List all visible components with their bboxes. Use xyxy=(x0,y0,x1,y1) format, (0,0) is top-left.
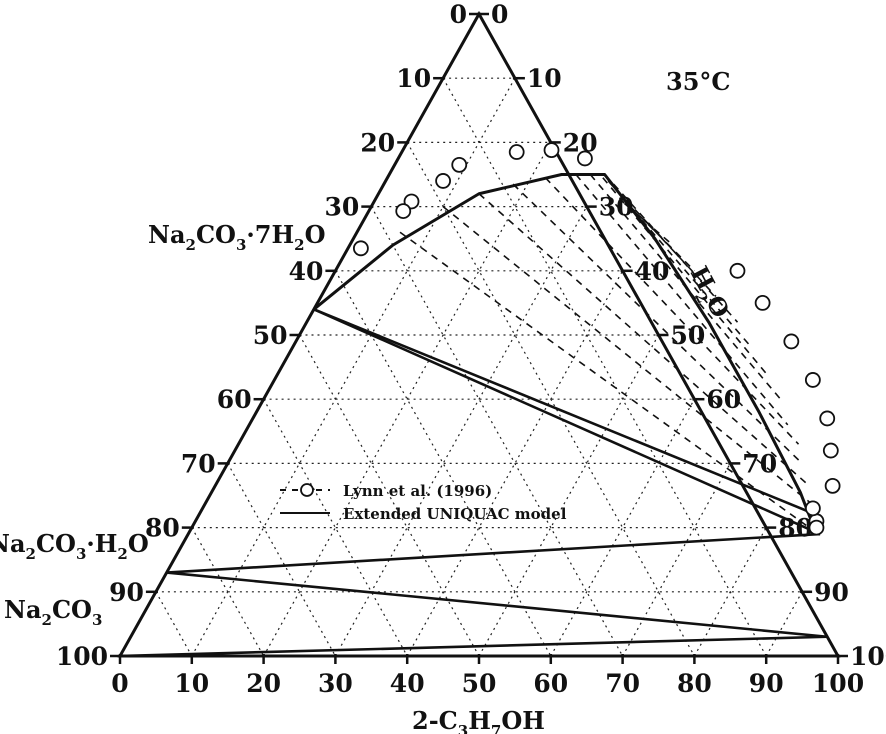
dashed-tie-line xyxy=(512,183,803,464)
legend-circle-marker xyxy=(300,483,314,497)
bottom-tick-label: 90 xyxy=(749,669,784,698)
grid-line-salt xyxy=(370,206,624,657)
left-tick-label: 10 xyxy=(396,64,431,93)
uniquac-model-curve xyxy=(312,173,821,536)
phase-label-heptahydrate: Na2CO3·7H2O xyxy=(148,220,325,254)
dashed-tie-line xyxy=(623,202,674,246)
right-tick-label: 30 xyxy=(599,193,634,222)
lynn-data-point xyxy=(543,142,560,159)
lynn-data-point xyxy=(395,203,412,219)
right-tick-label: 10 xyxy=(527,64,562,93)
dashed-tie-line xyxy=(442,205,810,503)
solid-tie-line xyxy=(119,635,828,658)
grid-line-iso xyxy=(334,206,588,657)
temperature-label: 35°C xyxy=(666,67,731,96)
grid-line-salt xyxy=(191,527,265,657)
grid-line-salt xyxy=(155,591,193,657)
dashed-tie-line xyxy=(607,180,753,349)
right-tick-label: 60 xyxy=(706,385,741,414)
right-tick-label: 40 xyxy=(635,257,670,286)
lynn-data-point xyxy=(451,156,468,173)
right-tick-label: 100 xyxy=(850,642,886,671)
left-tick-label: 50 xyxy=(253,321,288,350)
solid-tie-line xyxy=(166,532,821,574)
bottom-tick-label: 10 xyxy=(174,669,209,698)
solid-tie-line xyxy=(313,308,821,536)
right-tick-label: 80 xyxy=(778,514,813,543)
solid-tie-line xyxy=(313,308,817,516)
grid-line-iso xyxy=(622,463,731,657)
lynn-data-point xyxy=(804,372,821,388)
grid-line-iso xyxy=(765,591,803,657)
lynn-data-point xyxy=(754,294,771,311)
left-tick-label: 90 xyxy=(109,578,144,607)
dashed-tie-line xyxy=(616,190,717,298)
right-tick-label: 0 xyxy=(491,0,508,29)
bottom-tick-label: 20 xyxy=(246,669,281,698)
grid-line-salt xyxy=(406,142,695,657)
grid-line-salt xyxy=(442,77,767,657)
ternary-grid xyxy=(155,77,803,657)
lynn-data-point xyxy=(508,144,525,160)
left-tick-label: 70 xyxy=(181,449,216,478)
lynn-data-point xyxy=(808,519,825,536)
left-tick-label: 100 xyxy=(56,642,108,671)
grid-line-salt xyxy=(298,334,480,657)
bottom-tick-label: 0 xyxy=(111,669,128,698)
left-tick-label: 20 xyxy=(360,128,395,157)
bottom-axis-title: 2-C3H7OH xyxy=(412,706,545,734)
grid-line-iso xyxy=(263,142,552,657)
right-tick-label: 70 xyxy=(742,449,777,478)
dashed-tie-line xyxy=(613,183,739,323)
lynn-data-point xyxy=(783,333,800,350)
lynn-data-point xyxy=(435,173,452,189)
left-tick-label: 60 xyxy=(217,385,252,414)
lynn-data-point xyxy=(819,410,836,427)
phase-label-monohydrate: Na2CO3·H2O xyxy=(0,529,149,563)
bottom-tick-label: 40 xyxy=(390,669,425,698)
lynn-data-point xyxy=(352,240,369,257)
lynn-data-point xyxy=(577,150,593,167)
tie-lines xyxy=(119,173,828,658)
left-tick-label: 40 xyxy=(289,257,324,286)
dashed-tie-line xyxy=(575,173,789,426)
data-series xyxy=(312,142,841,536)
triangle-frame xyxy=(117,10,841,658)
dashed-tie-line xyxy=(602,177,767,375)
bottom-tick-label: 100 xyxy=(812,669,864,698)
bottom-tick-label: 70 xyxy=(605,669,640,698)
grid-line-salt xyxy=(263,398,408,657)
dashed-tie-line xyxy=(544,177,800,445)
grid-line-salt xyxy=(227,463,336,657)
left-tick-label: 30 xyxy=(325,193,360,222)
lynn-data-point xyxy=(822,442,839,459)
grid-line-iso xyxy=(478,334,660,657)
bottom-tick-label: 80 xyxy=(677,669,712,698)
right-tick-label: 90 xyxy=(814,578,849,607)
left-tick-label: 80 xyxy=(145,514,180,543)
phase-label-anhydrous: Na2CO3 xyxy=(4,595,102,629)
left-tick-label: 0 xyxy=(450,0,467,29)
lynn-data-point xyxy=(824,477,841,494)
legend-label-uniquac: Extended UNIQUAC model xyxy=(343,505,567,523)
bottom-tick-label: 50 xyxy=(462,669,497,698)
bottom-tick-label: 30 xyxy=(318,669,353,698)
lynn-data-point xyxy=(804,500,821,517)
legend: Lynn et al. (1996) Extended UNIQUAC mode… xyxy=(280,482,567,523)
solid-tie-line xyxy=(166,571,828,639)
lynn-data-point xyxy=(729,262,746,279)
triangle-border xyxy=(117,10,841,658)
right-tick-label: 50 xyxy=(671,321,706,350)
grid-line-iso xyxy=(191,77,516,657)
dashed-tie-line xyxy=(399,231,810,529)
bottom-tick-label: 60 xyxy=(533,669,568,698)
legend-label-lynn: Lynn et al. (1996) xyxy=(343,482,492,500)
